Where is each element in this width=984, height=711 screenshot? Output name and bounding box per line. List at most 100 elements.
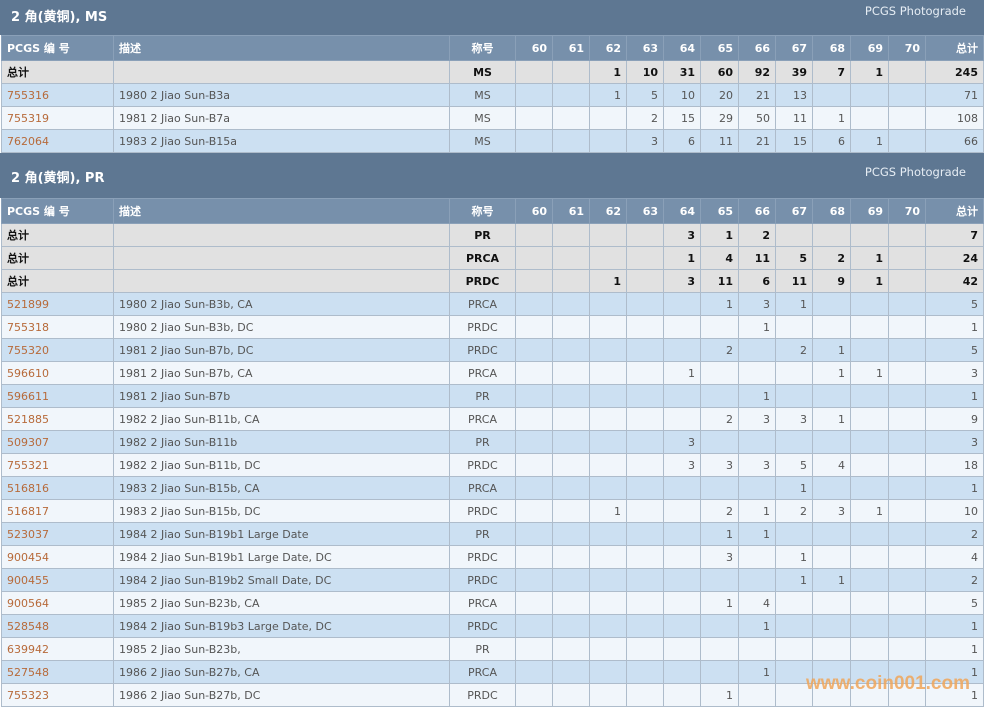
grade-count-cell [888, 60, 926, 84]
grade-count-cell [552, 223, 590, 247]
pcgs-id-link[interactable]: 755320 [7, 343, 49, 357]
grade-count-cell [888, 568, 926, 592]
pcgs-id-link[interactable]: 639942 [7, 642, 49, 656]
description-cell: 1984 2 Jiao Sun-B19b2 Small Date, DC [113, 568, 450, 592]
grade-count-cell [663, 338, 701, 362]
header-grade-64[interactable]: 64 [663, 198, 701, 224]
header-grade-62[interactable]: 62 [589, 35, 627, 61]
header-designation[interactable]: 称号 [449, 35, 516, 61]
grade-count-cell: 2 [626, 106, 664, 130]
table-row: 528548 1984 2 Jiao Sun-B19b3 Large Date, … [1, 614, 984, 638]
pcgs-id-link[interactable]: 755321 [7, 458, 49, 472]
grade-count-cell [663, 476, 701, 500]
header-grade-61[interactable]: 61 [552, 35, 590, 61]
grade-count-cell [850, 384, 889, 408]
grade-count-cell [888, 476, 926, 500]
description-cell: 1982 2 Jiao Sun-B11b [113, 430, 450, 454]
watermark: www.coin001.com [805, 673, 970, 694]
header-pcgs-id[interactable]: PCGS 编 号 [1, 35, 114, 61]
pcgs-id-link[interactable]: 516817 [7, 504, 49, 518]
pcgs-id-link[interactable]: 755323 [7, 688, 49, 702]
grade-count-cell: 15 [775, 129, 813, 153]
grade-count-cell: 3 [738, 453, 776, 477]
grade-count-cell: 1 [589, 269, 627, 293]
header-description[interactable]: 描述 [113, 35, 450, 61]
description-cell: 1980 2 Jiao Sun-B3b, CA [113, 292, 450, 316]
grade-count-cell [626, 361, 664, 385]
header-pcgs-id[interactable]: PCGS 编 号 [1, 198, 114, 224]
pcgs-id-link[interactable]: 521899 [7, 297, 49, 311]
header-grade-66[interactable]: 66 [738, 35, 776, 61]
pcgs-id-link[interactable]: 528548 [7, 619, 49, 633]
header-grade-63[interactable]: 63 [626, 35, 664, 61]
header-grade-67[interactable]: 67 [775, 35, 813, 61]
pcgs-id-cell: 516816 [1, 476, 114, 500]
pcgs-id-cell: 755316 [1, 83, 114, 107]
grade-count-cell [812, 522, 851, 546]
header-grade-63[interactable]: 63 [626, 198, 664, 224]
grade-count-cell [812, 315, 851, 339]
header-grade-70[interactable]: 70 [888, 35, 926, 61]
grade-count-cell: 4 [700, 246, 739, 270]
pcgs-id-link[interactable]: 596611 [7, 389, 49, 403]
grade-count-cell [626, 499, 664, 523]
grade-count-cell [589, 522, 627, 546]
header-grade-60[interactable]: 60 [515, 198, 553, 224]
header-description[interactable]: 描述 [113, 198, 450, 224]
pcgs-id-link[interactable]: 755316 [7, 88, 49, 102]
header-grade-70[interactable]: 70 [888, 198, 926, 224]
table-row: 639942 1985 2 Jiao Sun-B23b, PR 1 [1, 637, 984, 661]
pcgs-id-link[interactable]: 596610 [7, 366, 49, 380]
pcgs-id-cell: 521885 [1, 407, 114, 431]
header-grade-64[interactable]: 64 [663, 35, 701, 61]
grade-count-cell: 3 [663, 269, 701, 293]
header-total[interactable]: 总计 [925, 198, 984, 224]
grade-count-cell [738, 568, 776, 592]
pcgs-id-link[interactable]: 516816 [7, 481, 49, 495]
header-grade-68[interactable]: 68 [812, 198, 851, 224]
grade-count-cell [552, 361, 590, 385]
total-row: 总计 PR 3 1 2 7 [1, 223, 984, 247]
grade-count-cell: 21 [738, 129, 776, 153]
pcgs-id-link[interactable]: 523037 [7, 527, 49, 541]
pcgs-id-link[interactable]: 755318 [7, 320, 49, 334]
header-total[interactable]: 总计 [925, 35, 984, 61]
header-grade-65[interactable]: 65 [700, 198, 739, 224]
pcgs-id-link[interactable]: 900454 [7, 550, 49, 564]
header-grade-69[interactable]: 69 [850, 198, 889, 224]
total-label: 总计 [1, 223, 114, 247]
description-cell: 1986 2 Jiao Sun-B27b, CA [113, 660, 450, 684]
total-cell: 24 [925, 246, 984, 270]
header-grade-62[interactable]: 62 [589, 198, 627, 224]
pcgs-id-link[interactable]: 509307 [7, 435, 49, 449]
pcgs-id-link[interactable]: 521885 [7, 412, 49, 426]
header-designation[interactable]: 称号 [449, 198, 516, 224]
pcgs-id-link[interactable]: 762064 [7, 134, 49, 148]
header-grade-60[interactable]: 60 [515, 35, 553, 61]
pcgs-id-link[interactable]: 900455 [7, 573, 49, 587]
grade-count-cell: 15 [663, 106, 701, 130]
pcgs-id-cell: 755318 [1, 315, 114, 339]
header-grade-61[interactable]: 61 [552, 198, 590, 224]
grade-count-cell [515, 60, 553, 84]
grade-count-cell [888, 614, 926, 638]
photograde-link[interactable]: PCGS Photograde [864, 165, 966, 179]
header-grade-65[interactable]: 65 [700, 35, 739, 61]
pcgs-id-link[interactable]: 755319 [7, 111, 49, 125]
grade-count-cell: 2 [775, 338, 813, 362]
header-grade-66[interactable]: 66 [738, 198, 776, 224]
grade-count-cell: 3 [700, 453, 739, 477]
header-grade-68[interactable]: 68 [812, 35, 851, 61]
grade-count-cell [515, 453, 553, 477]
grade-count-cell [552, 499, 590, 523]
pcgs-id-link[interactable]: 527548 [7, 665, 49, 679]
header-grade-67[interactable]: 67 [775, 198, 813, 224]
designation-cell: PRDC [449, 453, 516, 477]
photograde-link[interactable]: PCGS Photograde [864, 4, 966, 18]
header-grade-69[interactable]: 69 [850, 35, 889, 61]
grade-count-cell: 1 [700, 522, 739, 546]
grade-count-cell [552, 106, 590, 130]
grade-count-cell [850, 106, 889, 130]
designation-cell: PRCA [449, 476, 516, 500]
pcgs-id-link[interactable]: 900564 [7, 596, 49, 610]
